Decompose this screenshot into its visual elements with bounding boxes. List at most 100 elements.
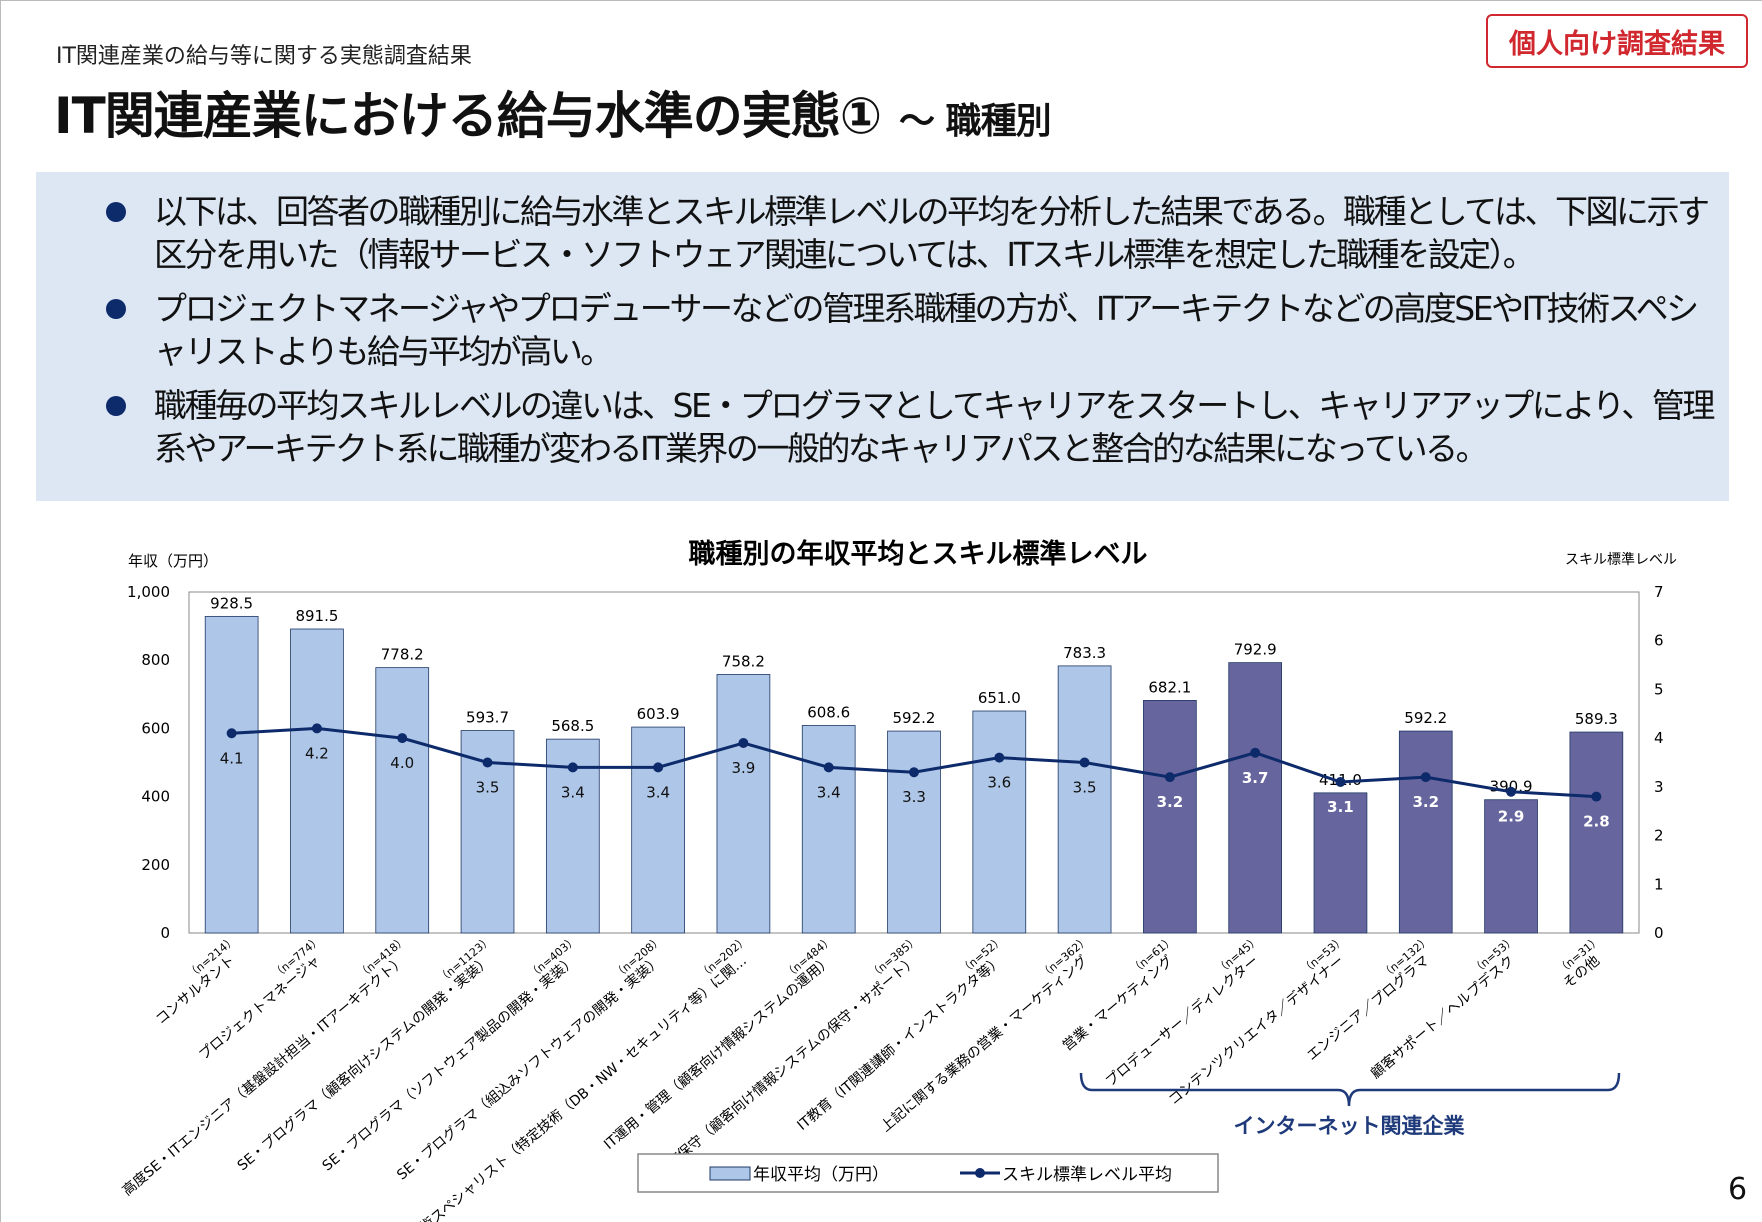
right-axis-tick-label: 6 (1654, 632, 1664, 650)
skill-value-label: 3.4 (646, 783, 670, 801)
bullet-text: 以下は、回答者の職種別に給与水準とスキル標準レベルの平均を分析した結果である。職… (154, 192, 1710, 274)
salary-bar (1398, 730, 1453, 934)
salary-value-label: 783.3 (1063, 644, 1106, 662)
page-title: IT関連産業における給与水準の実態① ～ 職種別 (54, 76, 1052, 148)
summary-bullet: 以下は、回答者の職種別に給与水準とスキル標準レベルの平均を分析した結果である。職… (66, 190, 1717, 276)
bullet-icon (106, 202, 126, 222)
skill-level-point (482, 757, 493, 768)
left-axis-tick-label: 200 (141, 856, 170, 874)
skill-value-label: 3.4 (817, 783, 841, 801)
page-title-main: IT関連産業における給与水準の実態① (54, 87, 882, 145)
right-axis-tick-label: 5 (1654, 680, 1664, 698)
salary-value-label: 589.3 (1575, 710, 1618, 728)
salary-bar (972, 710, 1027, 934)
right-axis-tick-label: 4 (1654, 729, 1664, 747)
right-axis-tick-label: 3 (1654, 778, 1664, 796)
summary-box: 以下は、回答者の職種別に給与水準とスキル標準レベルの平均を分析した結果である。職… (36, 172, 1729, 501)
right-axis-title: スキル標準レベル (1565, 552, 1677, 568)
salary-bar (801, 725, 856, 934)
skill-value-label: 4.2 (305, 744, 329, 762)
page-border-top (0, 0, 1762, 1)
salary-bar (1313, 792, 1368, 934)
skill-value-label: 3.5 (476, 779, 500, 797)
report-subtitle: IT関連産業の給与等に関する実態調査結果 (56, 44, 472, 69)
right-axis-tick-label: 0 (1654, 924, 1664, 942)
right-axis-tick-label: 1 (1654, 875, 1664, 893)
salary-value-label: 568.5 (551, 717, 594, 735)
skill-level-point (1079, 757, 1090, 768)
skill-value-label: 2.9 (1498, 808, 1525, 826)
summary-bullet: プロジェクトマネージャやプロデューサーなどの管理系職種の方が、ITアーキテクトな… (66, 287, 1717, 373)
legend-line-marker (975, 1168, 985, 1178)
salary-value-label: 593.7 (466, 709, 509, 727)
skill-level-point (1164, 772, 1175, 783)
skill-value-label: 3.2 (1412, 793, 1439, 811)
salary-bar (1143, 700, 1197, 934)
skill-value-label: 3.2 (1157, 793, 1184, 811)
salary-bar (290, 628, 344, 934)
left-axis-tick-label: 0 (160, 924, 170, 942)
skill-level-point (567, 762, 578, 773)
bullet-text: プロジェクトマネージャやプロデューサーなどの管理系職種の方が、ITアーキテクトな… (154, 289, 1699, 371)
left-axis-tick-label: 800 (141, 651, 170, 669)
salary-value-label: 778.2 (381, 646, 424, 664)
skill-value-label: 4.0 (390, 754, 414, 772)
salary-bar (1569, 731, 1624, 934)
salary-value-label: 651.0 (978, 689, 1021, 707)
salary-value-label: 792.9 (1234, 641, 1277, 659)
salary-bar (716, 674, 771, 934)
skill-value-label: 3.7 (1242, 769, 1269, 787)
bullet-icon (106, 299, 126, 319)
bullet-text: 職種毎の平均スキルレベルの違いは、SE・プログラマとしてキャリアをスタートし、キ… (154, 386, 1715, 468)
skill-value-label: 3.1 (1327, 798, 1354, 816)
salary-bar (887, 730, 941, 934)
left-axis-tick-label: 400 (141, 788, 170, 806)
right-axis-tick-label: 2 (1654, 827, 1664, 845)
skill-level-point (1335, 776, 1346, 787)
left-axis-tick-label: 1,000 (127, 583, 170, 601)
survey-type-badge: 個人向け調査結果 (1486, 14, 1748, 68)
chart-title: 職種別の年収平均とスキル標準レベル (689, 538, 1148, 570)
bullet-icon (106, 396, 126, 416)
skill-value-label: 3.3 (902, 788, 926, 806)
skill-value-label: 2.8 (1583, 813, 1610, 831)
category-label: コンテンツクリエイタ／デザイナー (1165, 952, 1347, 1108)
salary-bar (1057, 665, 1112, 934)
page-number: 6 (1728, 1172, 1748, 1207)
legend-bar-label: 年収平均（万円） (753, 1165, 889, 1185)
skill-level-point (311, 723, 322, 734)
skill-level-point (1506, 786, 1517, 797)
skill-level-point (1420, 772, 1431, 783)
skill-level-point (653, 762, 664, 773)
salary-value-label: 603.9 (637, 705, 680, 723)
category-label: 高度SE・ITエンジニア（基盤設計担当・ITアーキテクト） (119, 952, 409, 1199)
skill-level-point (823, 762, 834, 773)
skill-level-point (994, 752, 1005, 763)
skill-value-label: 3.9 (731, 759, 755, 777)
salary-value-label: 592.2 (893, 709, 936, 727)
skill-level-point (1591, 791, 1602, 802)
skill-level-point (909, 767, 919, 778)
salary-value-label: 891.5 (295, 607, 338, 625)
salary-bar (1228, 662, 1283, 934)
salary-bar (204, 615, 259, 934)
summary-bullet: 職種毎の平均スキルレベルの違いは、SE・プログラマとしてキャリアをスタートし、キ… (66, 384, 1717, 470)
salary-value-label: 928.5 (210, 594, 253, 612)
skill-level-point (1250, 747, 1261, 758)
salary-value-label: 682.1 (1148, 678, 1191, 696)
skill-value-label: 3.5 (1073, 779, 1097, 797)
left-axis-tick-label: 600 (141, 719, 170, 737)
right-axis-tick-label: 7 (1654, 583, 1664, 601)
legend-line-label: スキル標準レベル平均 (1002, 1165, 1172, 1185)
page-border-left (0, 0, 1, 1222)
skill-value-label: 4.1 (220, 749, 244, 767)
legend: 年収平均（万円） スキル標準レベル平均 (637, 1153, 1219, 1193)
group-brace (1079, 1072, 1621, 1107)
salary-value-label: 608.6 (807, 703, 850, 721)
salary-bar (375, 667, 430, 934)
left-axis-title: 年収（万円） (128, 552, 218, 570)
category-label: プロデューサー／ディレクター (1102, 952, 1262, 1090)
salary-value-label: 758.2 (722, 652, 765, 670)
skill-value-label: 3.4 (561, 783, 585, 801)
